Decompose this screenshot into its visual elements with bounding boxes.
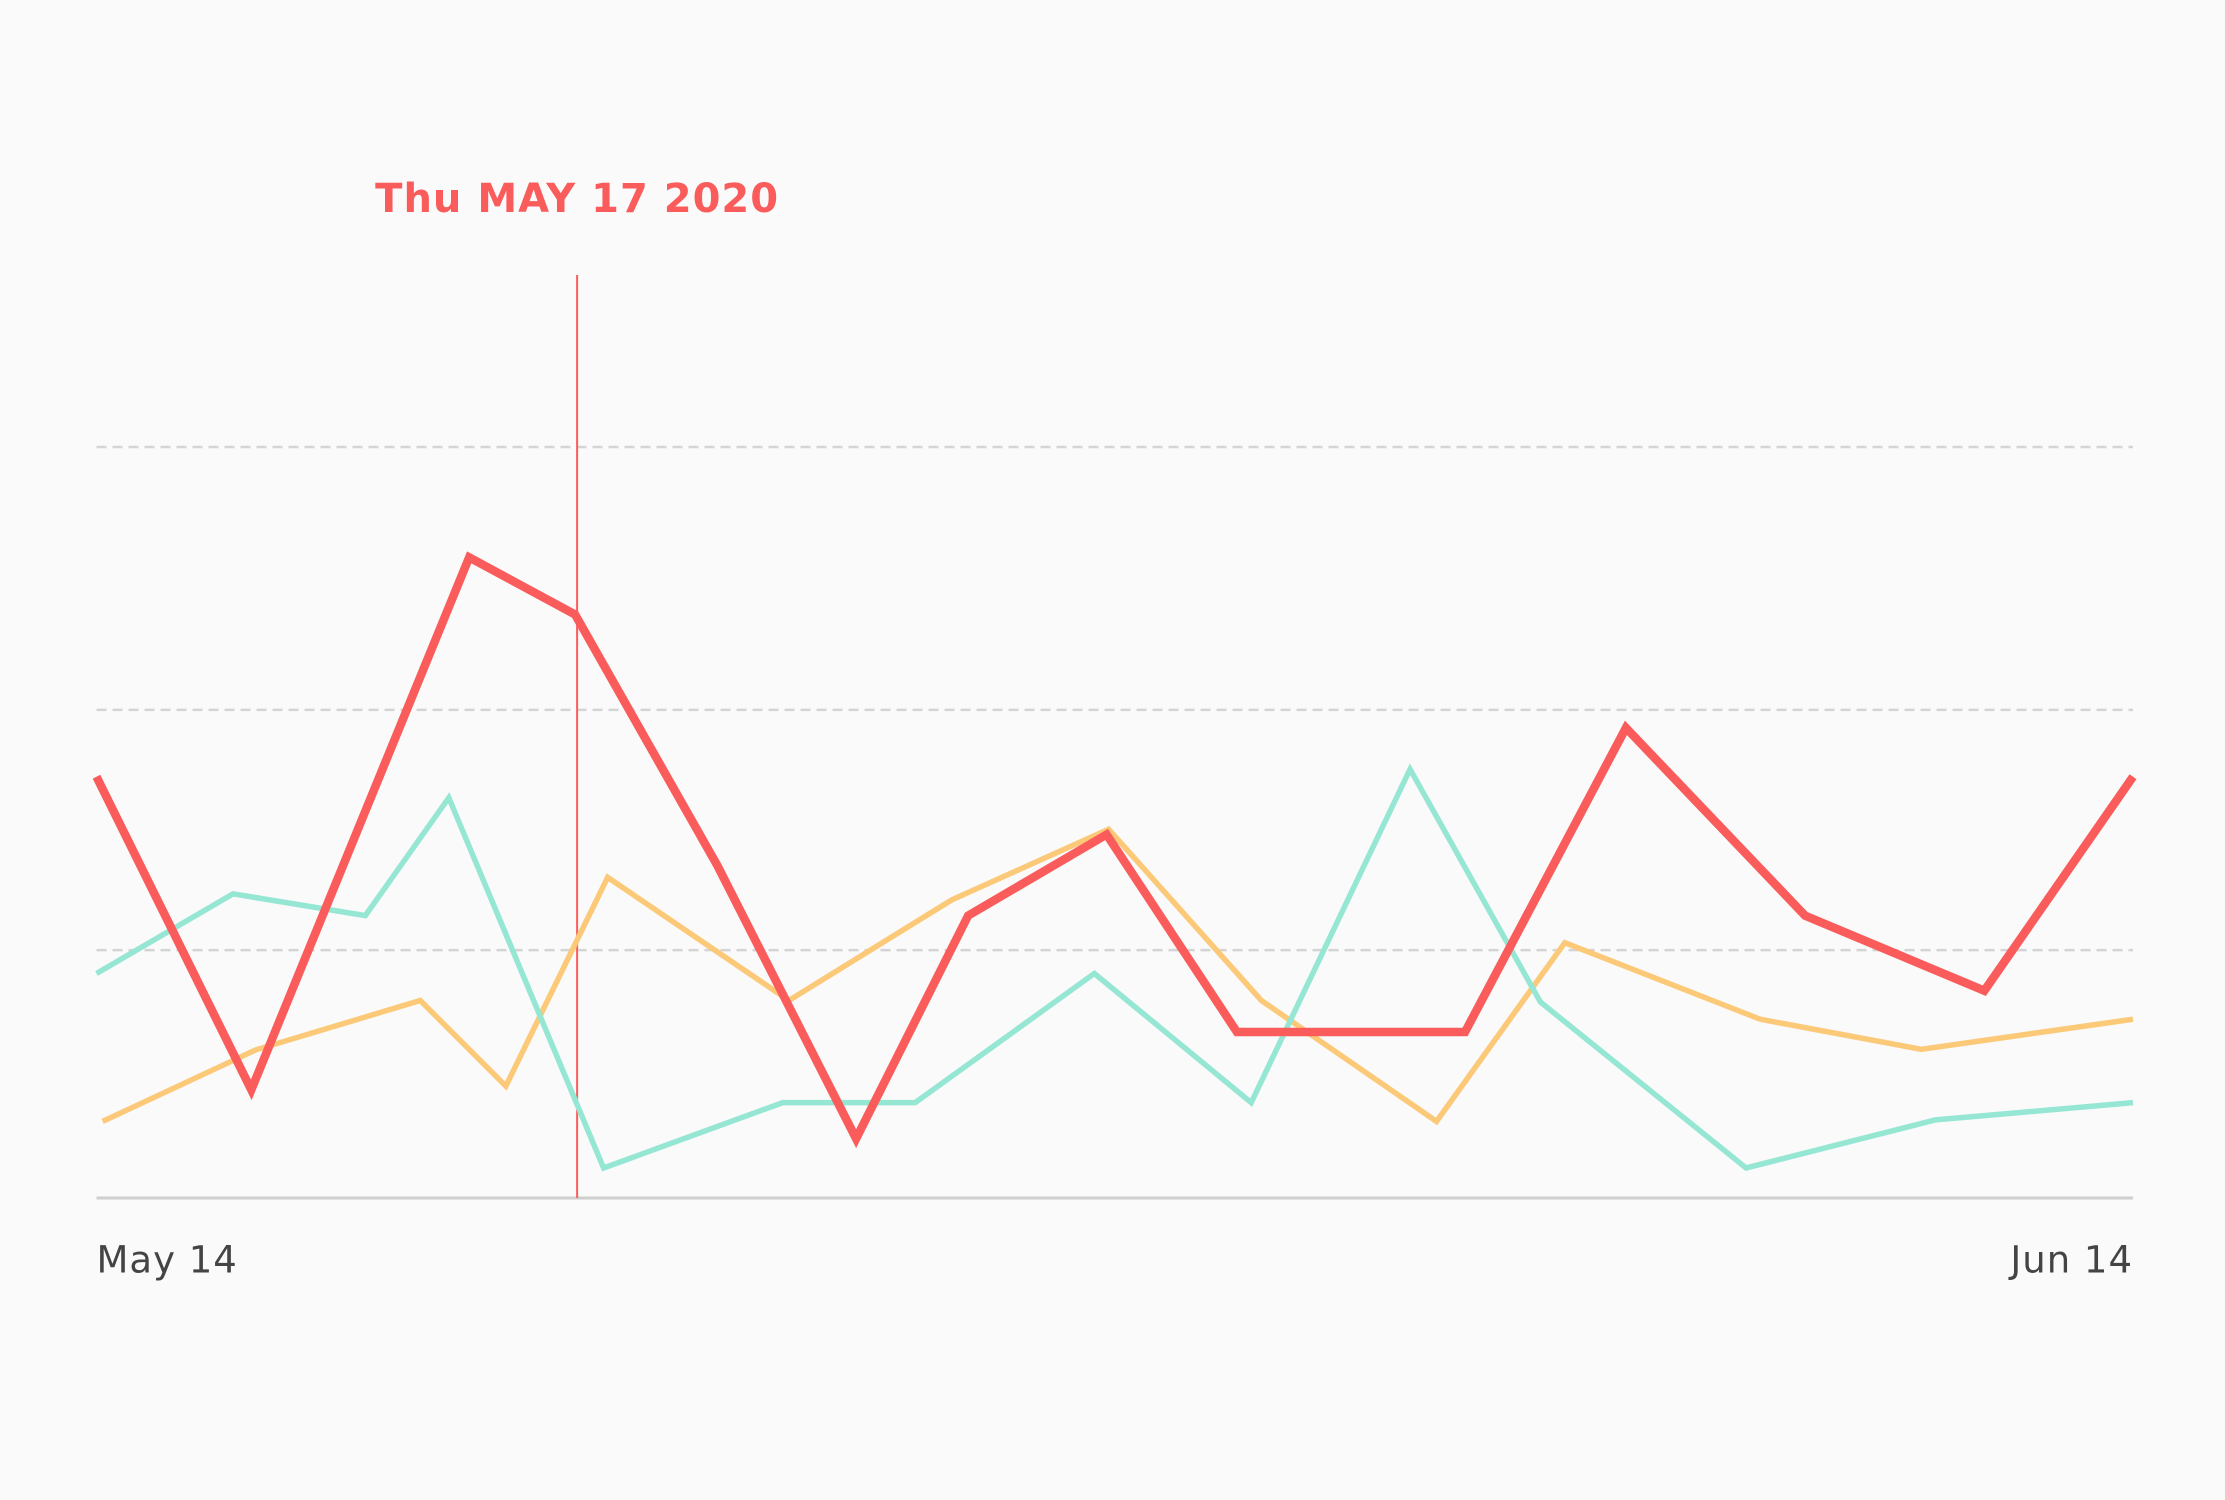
series-line bbox=[92, 551, 2137, 1149]
series-line bbox=[101, 825, 2134, 1126]
series-line bbox=[95, 763, 2134, 1172]
x-tick-label: May 14 bbox=[97, 1239, 238, 1282]
x-tick-label: Jun 14 bbox=[2008, 1239, 2133, 1282]
date-annotation: Thu MAY 17 2020 bbox=[375, 176, 779, 222]
